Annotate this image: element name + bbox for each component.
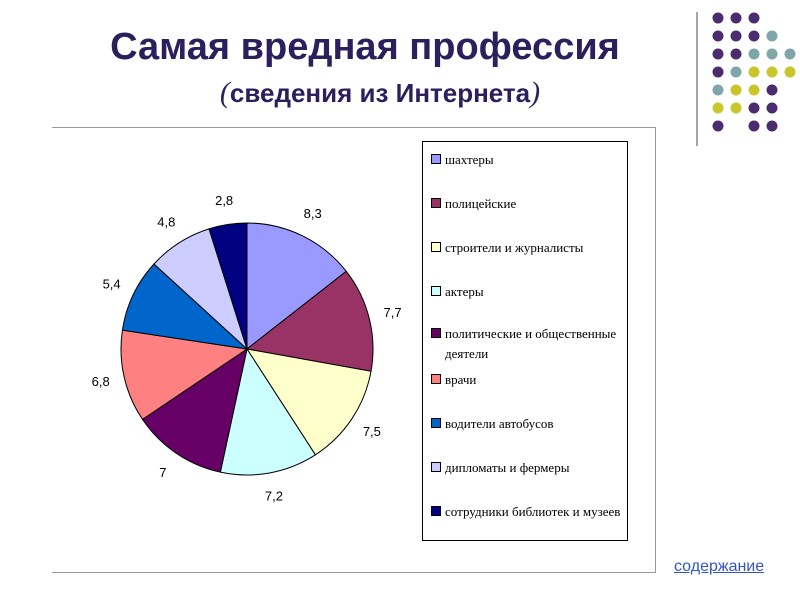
pie-slice-value-label: 5,4 (103, 276, 121, 291)
decorative-dot (712, 84, 724, 96)
pie-slice-value-label: 6,8 (92, 374, 110, 389)
legend-label: шахтеры (445, 152, 494, 167)
chart-frame (52, 127, 656, 573)
legend-swatch (431, 462, 441, 472)
pie-slice-value-label: 4,8 (157, 215, 175, 230)
subtitle-open-paren: ( (219, 76, 230, 109)
decorative-dot (730, 12, 742, 24)
legend-swatch (431, 154, 441, 164)
legend-swatch (431, 374, 441, 384)
decorative-dot (784, 48, 796, 60)
pie-slice-value-label: 7,5 (363, 424, 381, 439)
legend-swatch (431, 286, 441, 296)
subtitle-close-paren: ) (530, 76, 541, 109)
decorative-dot (730, 30, 742, 42)
pie-slice-value-label: 7,2 (265, 489, 283, 504)
pie-slice (141, 347, 248, 473)
decorative-divider-line (696, 12, 698, 146)
decorative-dot (766, 66, 778, 78)
legend-label: водители автобусов (445, 416, 554, 431)
decorative-dot (712, 12, 724, 24)
decorative-dot (748, 30, 760, 42)
pie-slice (208, 222, 248, 350)
legend-label: строители и журналисты (445, 240, 584, 255)
decorative-dot (766, 120, 778, 132)
pie-slice (219, 347, 317, 476)
slide-subtitle: (сведения из Интернета) (200, 76, 560, 110)
pie-slice-value-label: 7 (159, 465, 166, 480)
legend-label: дипломаты и фермеры (445, 460, 570, 475)
decorative-dot (748, 120, 760, 132)
decorative-dot (748, 84, 760, 96)
decorative-dot (712, 102, 724, 114)
legend-label: полицейские (445, 196, 517, 211)
legend-label: сотрудники библиотек и музеев (445, 504, 621, 519)
legend-swatch (431, 328, 441, 338)
legend-swatch (431, 418, 441, 428)
legend-label: политические и общественные деятели (445, 326, 617, 361)
legend-swatch (431, 198, 441, 208)
legend-label: врачи (445, 372, 477, 387)
decorative-dot (748, 66, 760, 78)
pie-chart: 8,3 7,7 7,5 7,2 7 6,8 5,4 4,8 2,8 (92, 193, 402, 504)
decorative-dot (766, 102, 778, 114)
table-of-contents-link[interactable]: содержание (674, 558, 765, 575)
slide-title: Самая вредная профессия (110, 26, 620, 68)
decorative-dot (712, 120, 724, 132)
decorative-dot (748, 12, 760, 24)
legend-swatch (431, 506, 441, 516)
legend-label: актеры (445, 284, 484, 299)
decorative-dot (730, 48, 742, 60)
pie-slice (245, 270, 374, 372)
decorative-dot (766, 30, 778, 42)
decorative-dot (784, 66, 796, 78)
pie-slice-value-label: 8,3 (304, 206, 322, 221)
pie-slice (245, 348, 372, 456)
decorative-dot (730, 66, 742, 78)
legend-swatch (431, 242, 441, 252)
decorative-dot (730, 84, 742, 96)
chart-legend: шахтеры полицейские строители и журналисты… (422, 141, 628, 541)
pie-slice-value-label: 2,8 (215, 193, 233, 208)
decorative-dot (748, 48, 760, 60)
pie-slice-value-label: 7,7 (384, 305, 402, 320)
decorative-dot (748, 102, 760, 114)
decorative-dot (730, 102, 742, 114)
pie-slice (120, 329, 249, 421)
decorative-dot (766, 84, 778, 96)
subtitle-text: сведения из Интернета (229, 78, 531, 108)
pie-slice (246, 222, 347, 351)
decorative-dot (766, 48, 778, 60)
